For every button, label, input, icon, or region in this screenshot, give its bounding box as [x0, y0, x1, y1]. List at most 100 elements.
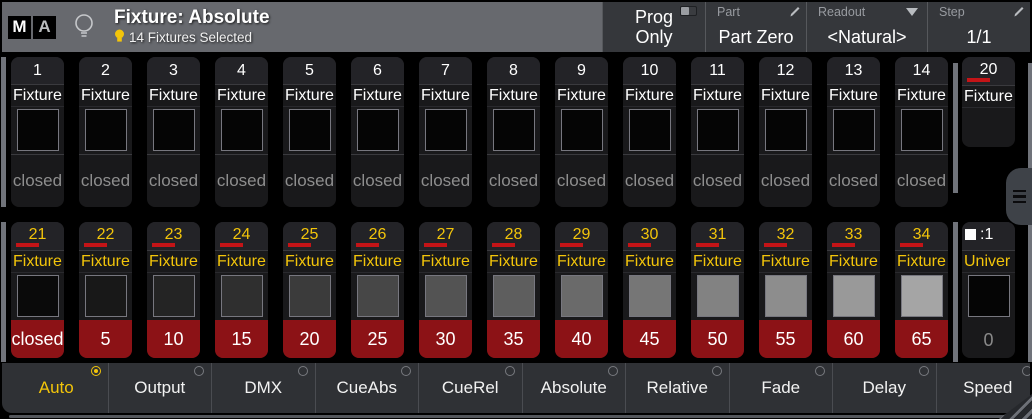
grip-line-icon	[1013, 189, 1026, 193]
fixture-number: 6	[351, 57, 404, 85]
right-scroll-strip	[1028, 63, 1032, 193]
fixture-name: Fixture	[79, 251, 132, 273]
prog-only-line1: Prog	[634, 7, 674, 27]
fixture-cell-30[interactable]: 30 Fixture 45	[623, 222, 676, 358]
fixture-cell-25[interactable]: 25 Fixture 20	[283, 222, 336, 358]
tab-fade[interactable]: Fade	[730, 363, 833, 413]
fixture-cell-4[interactable]: 4 Fixture closed	[215, 57, 268, 207]
fixture-cell-22[interactable]: 22 Fixture 5	[79, 222, 132, 358]
dimmer-value: 55	[759, 320, 812, 358]
tab-cueabs[interactable]: CueAbs	[316, 363, 419, 413]
dimmer-value: closed	[759, 154, 812, 207]
dimmer-preview-box	[832, 109, 875, 151]
fixture-cell-34[interactable]: 34 Fixture 65	[895, 222, 948, 358]
dimmer-preview-region	[827, 107, 880, 154]
scrollbar-drag-handle[interactable]	[1006, 168, 1032, 225]
fixture-cell-3[interactable]: 3 Fixture closed	[147, 57, 200, 207]
dimmer-preview-box	[832, 275, 875, 317]
dimmer-value: 45	[623, 320, 676, 358]
dimmer-preview-region	[11, 107, 64, 154]
fixture-cell-27[interactable]: 27 Fixture 30	[419, 222, 472, 358]
dimmer-preview-region	[351, 273, 404, 320]
fixture-cell-14[interactable]: 14 Fixture closed	[895, 57, 948, 207]
tab-radio-indicator	[401, 366, 411, 376]
fixture-number: 27	[419, 222, 472, 251]
fixture-cell-6[interactable]: 6 Fixture closed	[351, 57, 404, 207]
step-selector[interactable]: Step 1/1	[927, 2, 1030, 52]
dimmer-value: 10	[147, 320, 200, 358]
fixture-cell-26[interactable]: 26 Fixture 25	[351, 222, 404, 358]
readout-selector[interactable]: Readout <Natural>	[806, 2, 927, 52]
fixture-cell-8[interactable]: 8 Fixture closed	[487, 57, 540, 207]
tab-output[interactable]: Output	[109, 363, 212, 413]
selection-mark	[220, 243, 243, 247]
tab-delay[interactable]: Delay	[833, 363, 937, 413]
fixture-cell-11[interactable]: 11 Fixture closed	[691, 57, 744, 207]
dimmer-preview-box	[560, 275, 603, 317]
universe-cell[interactable]: :1 Univer 0	[962, 222, 1015, 358]
tab-radio-indicator	[194, 366, 204, 376]
dimmer-preview-region	[487, 273, 540, 320]
tab-cuerel[interactable]: CueRel	[419, 363, 523, 413]
fixture-name: Fixture	[419, 85, 472, 107]
fixture-name: Fixture	[283, 251, 336, 273]
dimmer-preview-region	[419, 107, 472, 154]
dimmer-preview-region	[283, 273, 336, 320]
dimmer-value: 30	[419, 320, 472, 358]
fixture-cell-24[interactable]: 24 Fixture 15	[215, 222, 268, 358]
column-split-strip	[953, 222, 958, 362]
dimmer-preview-region	[487, 107, 540, 154]
window-bottom-edge	[9, 415, 1032, 418]
selection-mark	[560, 243, 583, 247]
fixture-cell-21[interactable]: 21 Fixture closed	[11, 222, 64, 358]
dimmer-preview-box	[84, 275, 127, 317]
dimmer-preview-box	[492, 275, 535, 317]
fixture-name: Fixture	[215, 251, 268, 273]
dimmer-preview-box	[900, 275, 943, 317]
fixture-cell-20[interactable]: 20 Fixture	[962, 57, 1015, 147]
fixture-cell-28[interactable]: 28 Fixture 35	[487, 222, 540, 358]
fixture-name: Fixture	[827, 85, 880, 107]
part-selector[interactable]: Part Part Zero	[705, 2, 806, 52]
dimmer-value: 35	[487, 320, 540, 358]
dimmer-preview-region	[895, 273, 948, 320]
tab-radio-indicator	[918, 366, 929, 376]
fixture-number: 28	[487, 222, 540, 251]
title-bar: M A Fixture: Absolute 14 Fixtures Select…	[2, 2, 1030, 52]
sheet-tab-bar: Auto Output DMX CueAbs CueRel Absolute Relativ…	[2, 363, 1030, 413]
dimmer-preview-region	[79, 273, 132, 320]
fixture-cell-1[interactable]: 1 Fixture closed	[11, 57, 64, 207]
edit-pencil-icon	[1012, 5, 1025, 23]
fixture-cell-32[interactable]: 32 Fixture 55	[759, 222, 812, 358]
tab-label: Speed	[963, 378, 1013, 397]
fixture-cell-12[interactable]: 12 Fixture closed	[759, 57, 812, 207]
fixture-cell-31[interactable]: 31 Fixture 50	[691, 222, 744, 358]
fixture-cell-7[interactable]: 7 Fixture closed	[419, 57, 472, 207]
fixture-name: Fixture	[827, 251, 880, 273]
selection-mark	[84, 243, 107, 247]
fixture-cell-23[interactable]: 23 Fixture 10	[147, 222, 200, 358]
fixture-name: Fixture	[895, 251, 948, 273]
dropdown-arrow-icon	[906, 8, 918, 16]
fixture-cell-9[interactable]: 9 Fixture closed	[555, 57, 608, 207]
fixture-number: 21	[11, 222, 64, 251]
tab-label: Relative	[646, 378, 708, 397]
tab-speed[interactable]: Speed	[937, 363, 1030, 413]
dimmer-value: closed	[691, 154, 744, 207]
dimmer-value: closed	[827, 154, 880, 207]
tab-absolute[interactable]: Absolute	[523, 363, 626, 413]
tab-relative[interactable]: Relative	[626, 363, 730, 413]
fixture-cell-10[interactable]: 10 Fixture closed	[623, 57, 676, 207]
dimmer-value: 40	[555, 320, 608, 358]
selection-mark	[16, 243, 39, 247]
tab-dmx[interactable]: DMX	[212, 363, 316, 413]
fixture-cell-13[interactable]: 13 Fixture closed	[827, 57, 880, 207]
fixture-cell-33[interactable]: 33 Fixture 60	[827, 222, 880, 358]
tab-radio-indicator	[504, 366, 515, 376]
fixture-cell-29[interactable]: 29 Fixture 40	[555, 222, 608, 358]
fixture-cell-5[interactable]: 5 Fixture closed	[283, 57, 336, 207]
fixture-cell-2[interactable]: 2 Fixture closed	[79, 57, 132, 207]
dimmer-preview-region	[147, 273, 200, 320]
prog-only-toggle[interactable]: Prog Only	[602, 2, 705, 52]
tab-auto[interactable]: Auto	[5, 363, 109, 413]
